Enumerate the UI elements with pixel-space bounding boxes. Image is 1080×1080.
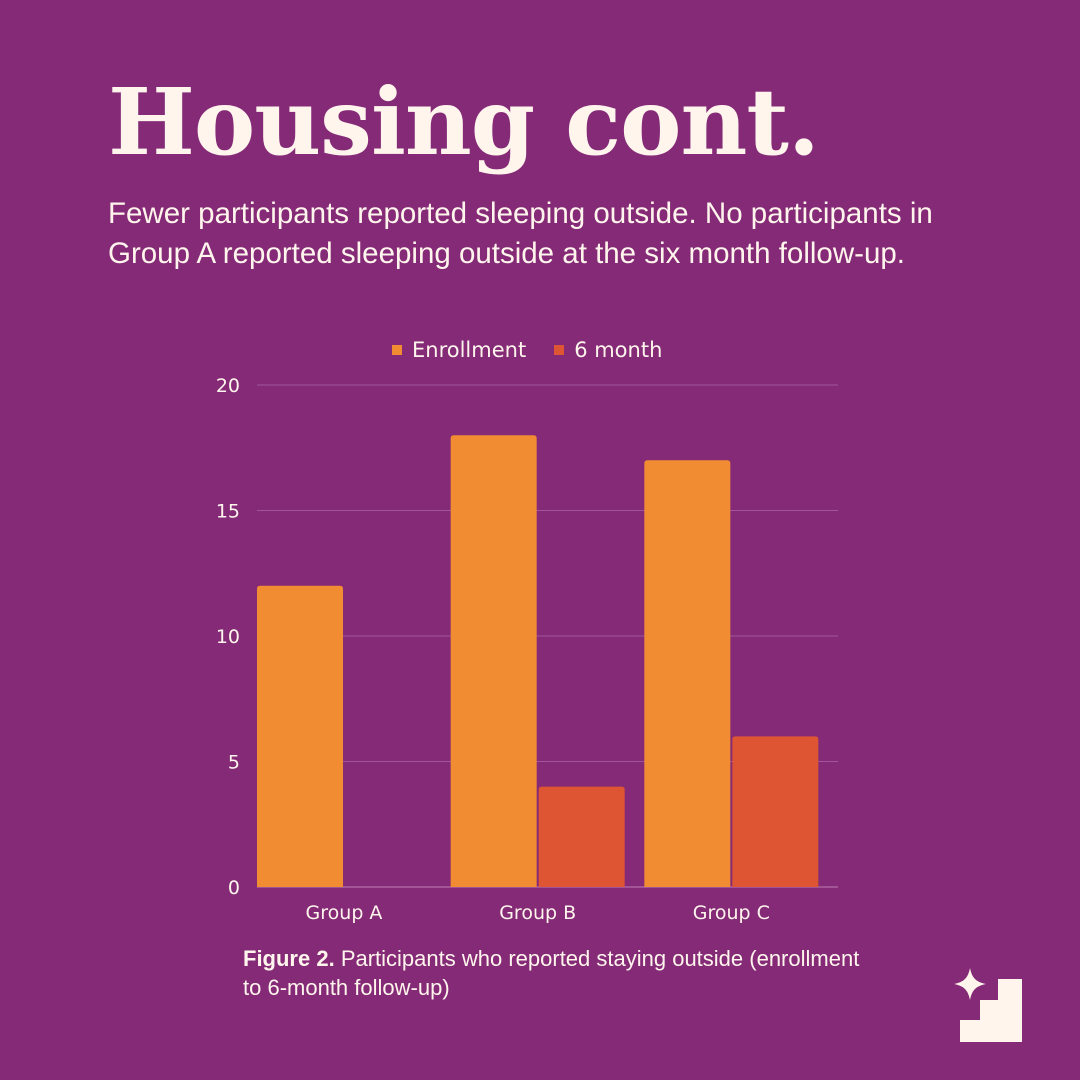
x-tick-label: Group C xyxy=(693,902,770,924)
bar-6-month-group-c xyxy=(732,736,819,887)
sparkle-stairs-icon xyxy=(954,968,1022,1042)
y-tick-label: 10 xyxy=(216,626,240,648)
chart-legend: Enrollment 6 month xyxy=(392,338,690,362)
bar-6-month-group-b xyxy=(538,786,625,887)
figure-caption-text: Participants who reported staying outsid… xyxy=(243,946,860,1000)
page-subtitle: Fewer participants reported sleeping out… xyxy=(108,197,933,270)
x-tick-label: Group B xyxy=(499,902,576,924)
y-tick-label: 15 xyxy=(216,501,240,523)
legend-label-6-month: 6 month xyxy=(574,338,663,362)
bar-enrollment-group-a xyxy=(257,585,343,887)
legend-swatch-enrollment xyxy=(392,345,402,355)
legend-item-enrollment: Enrollment xyxy=(392,338,526,362)
x-tick-label: Group A xyxy=(306,902,383,924)
y-tick-label: 5 xyxy=(228,752,240,774)
y-tick-label: 20 xyxy=(216,375,240,397)
page-title: Housing cont. xyxy=(108,68,820,176)
legend-label-enrollment: Enrollment xyxy=(412,338,527,362)
bar-enrollment-group-c xyxy=(644,460,731,887)
legend-swatch-6-month xyxy=(554,345,565,355)
figure-caption: Figure 2. Participants who reported stay… xyxy=(243,944,863,1002)
bar-enrollment-group-b xyxy=(450,435,537,887)
y-tick-label: 0 xyxy=(228,877,240,899)
figure-caption-label: Figure 2. xyxy=(243,946,335,971)
legend-item-6-month: 6 month xyxy=(554,338,662,362)
